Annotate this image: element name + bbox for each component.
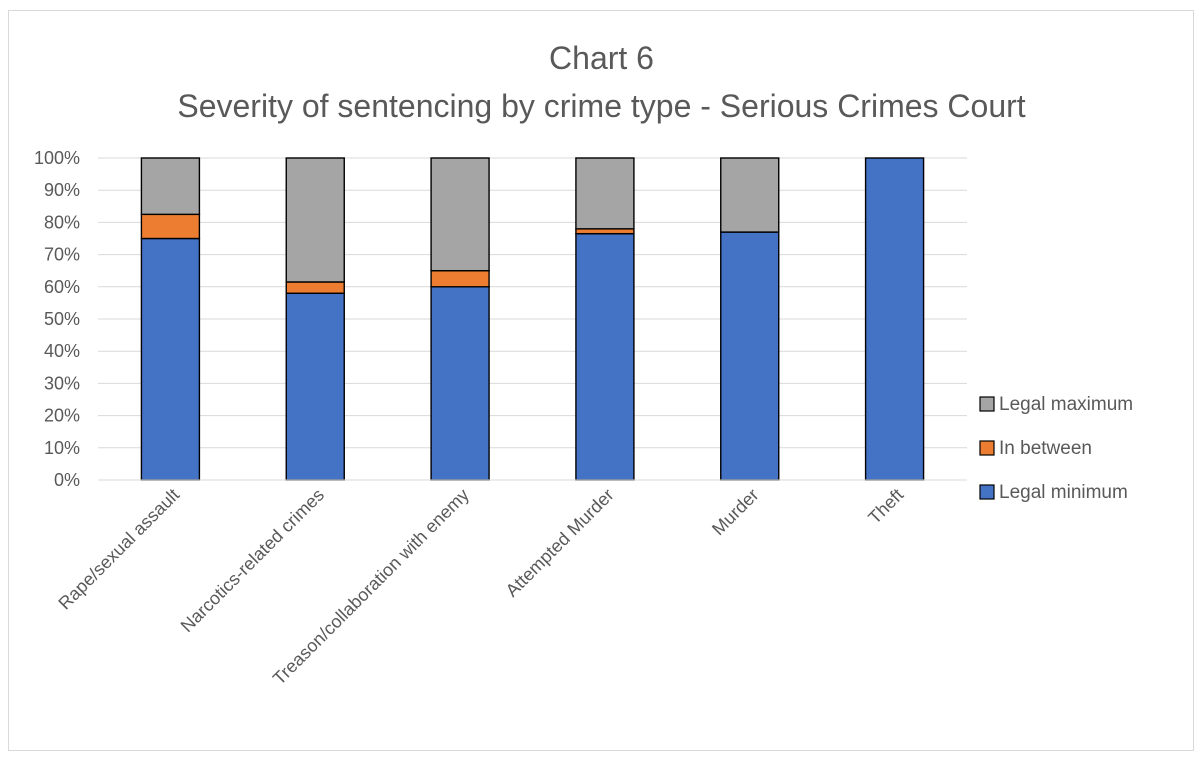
legend-swatch <box>979 396 995 412</box>
y-tick-label: 0% <box>54 470 80 490</box>
legend-label: Legal maximum <box>999 394 1133 415</box>
y-tick-label: 100% <box>34 148 80 168</box>
gridlines <box>98 157 967 481</box>
x-tick-label: Attempted Murder <box>502 485 618 601</box>
bar-segment-legal-maximum <box>720 157 780 233</box>
legend-item: Legal maximum <box>979 394 1133 415</box>
bar-segment-legal-minimum <box>720 231 780 481</box>
bar-segment-in-between <box>140 213 201 240</box>
bar-segment-in-between <box>285 281 345 294</box>
legend: Legal maximum In between Legal minimum <box>979 394 1133 503</box>
bar-segment-legal-maximum <box>575 157 635 230</box>
y-tick-label: 10% <box>44 438 80 458</box>
bar-segment-legal-minimum <box>285 292 345 481</box>
y-tick-label: 90% <box>44 180 80 200</box>
y-tick-label: 40% <box>44 341 80 361</box>
bar-segment-legal-maximum <box>430 157 490 272</box>
bar-segment-legal-minimum <box>864 157 925 481</box>
legend-label: In between <box>999 438 1092 459</box>
chart-title: Chart 6 <box>549 40 654 76</box>
bar-segment-in-between <box>430 270 490 288</box>
y-tick-label: 30% <box>44 373 80 393</box>
bar-segment-legal-minimum <box>430 286 490 481</box>
bar-segment-legal-maximum <box>285 157 345 283</box>
y-tick-label: 80% <box>44 212 80 232</box>
x-tick-label: Rape/sexual assault <box>54 485 183 614</box>
legend-swatch <box>979 440 995 456</box>
legend-item: Legal minimum <box>979 482 1128 503</box>
chart-subtitle: Severity of sentencing by crime type - S… <box>177 88 1026 124</box>
y-tick-label: 60% <box>44 277 80 297</box>
legend-item: In between <box>979 438 1092 459</box>
bar-segment-legal-maximum <box>140 157 201 216</box>
y-tick-label: 50% <box>44 309 80 329</box>
x-tick-label: Narcotics-related crimes <box>177 485 328 636</box>
bar-segment-in-between <box>575 228 635 235</box>
bar-segment-legal-minimum <box>575 232 635 481</box>
legend-label: Legal minimum <box>999 482 1128 503</box>
bars <box>140 157 925 481</box>
x-tick-label: Murder <box>708 485 762 539</box>
legend-swatch <box>979 484 995 500</box>
y-tick-label: 20% <box>44 406 80 426</box>
y-axis: 0% 10% 20% 30% 40% 50% 60% 70% 80% 90% 100% <box>34 148 80 490</box>
y-tick-label: 70% <box>44 245 80 265</box>
bar-segment-legal-minimum <box>140 237 201 481</box>
x-tick-label: Theft <box>864 485 907 528</box>
